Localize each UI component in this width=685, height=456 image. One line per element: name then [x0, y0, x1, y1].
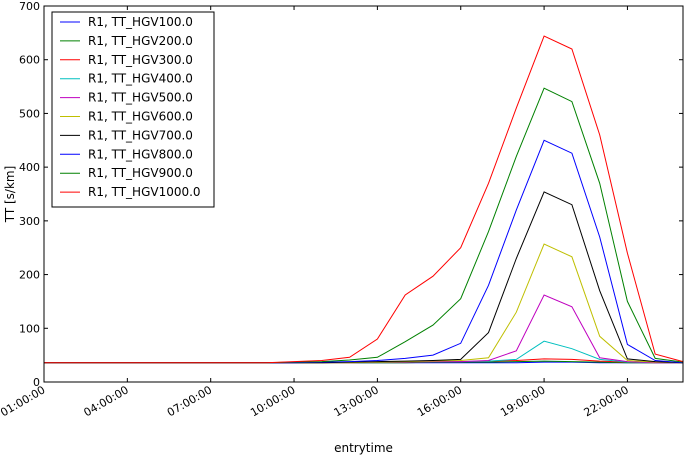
series-line-6 [44, 191, 684, 364]
legend-label: R1, TT_HGV500.0 [88, 91, 193, 105]
plot-frame [43, 5, 684, 383]
legend-label: R1, TT_HGV800.0 [88, 147, 193, 161]
x-tick-label: 04:00:00 [82, 383, 131, 419]
legend-label: R1, TT_HGV300.0 [88, 53, 193, 67]
legend-label: R1, TT_HGV700.0 [88, 128, 193, 142]
legend-label: R1, TT_HGV1000.0 [88, 185, 201, 199]
x-tick-label: 07:00:00 [165, 383, 214, 419]
series-line-5 [44, 243, 684, 364]
legend-label: R1, TT_HGV200.0 [88, 34, 193, 48]
x-tick-label: 10:00:00 [248, 383, 297, 419]
series-lines [44, 35, 684, 364]
y-axis-label: TT [s/km] [3, 166, 17, 224]
y-tick-label: 0 [33, 376, 40, 389]
y-tick-label: 700 [19, 0, 40, 13]
x-tick-label: 01:00:00 [0, 383, 47, 419]
x-tick-label: 19:00:00 [498, 383, 547, 419]
legend-label: R1, TT_HGV100.0 [88, 15, 193, 29]
y-axis: 0 100 200 300 400 500 600 700 [19, 0, 683, 389]
y-tick-label: 400 [19, 161, 40, 174]
series-line-9 [44, 35, 684, 364]
legend-label: R1, TT_HGV600.0 [88, 110, 193, 124]
x-tick-label: 22:00:00 [582, 383, 631, 419]
legend-label: R1, TT_HGV900.0 [88, 166, 193, 180]
x-tick-label: 16:00:00 [415, 383, 464, 419]
series-line-4 [44, 294, 683, 364]
y-tick-label: 600 [19, 54, 40, 67]
y-tick-label: 500 [19, 107, 40, 120]
y-tick-label: 200 [19, 269, 40, 282]
x-tick-label: 13:00:00 [332, 383, 381, 419]
y-tick-label: 300 [19, 215, 40, 228]
legend-box [51, 11, 215, 208]
legend: R1, TT_HGV100.0 R1, TT_HGV200.0 R1, TT_HGV… [51, 11, 215, 208]
x-axis-label: entrytime [334, 441, 393, 455]
series-line-3 [44, 340, 683, 364]
legend-label: R1, TT_HGV400.0 [88, 72, 193, 86]
y-tick-label: 100 [19, 322, 40, 335]
